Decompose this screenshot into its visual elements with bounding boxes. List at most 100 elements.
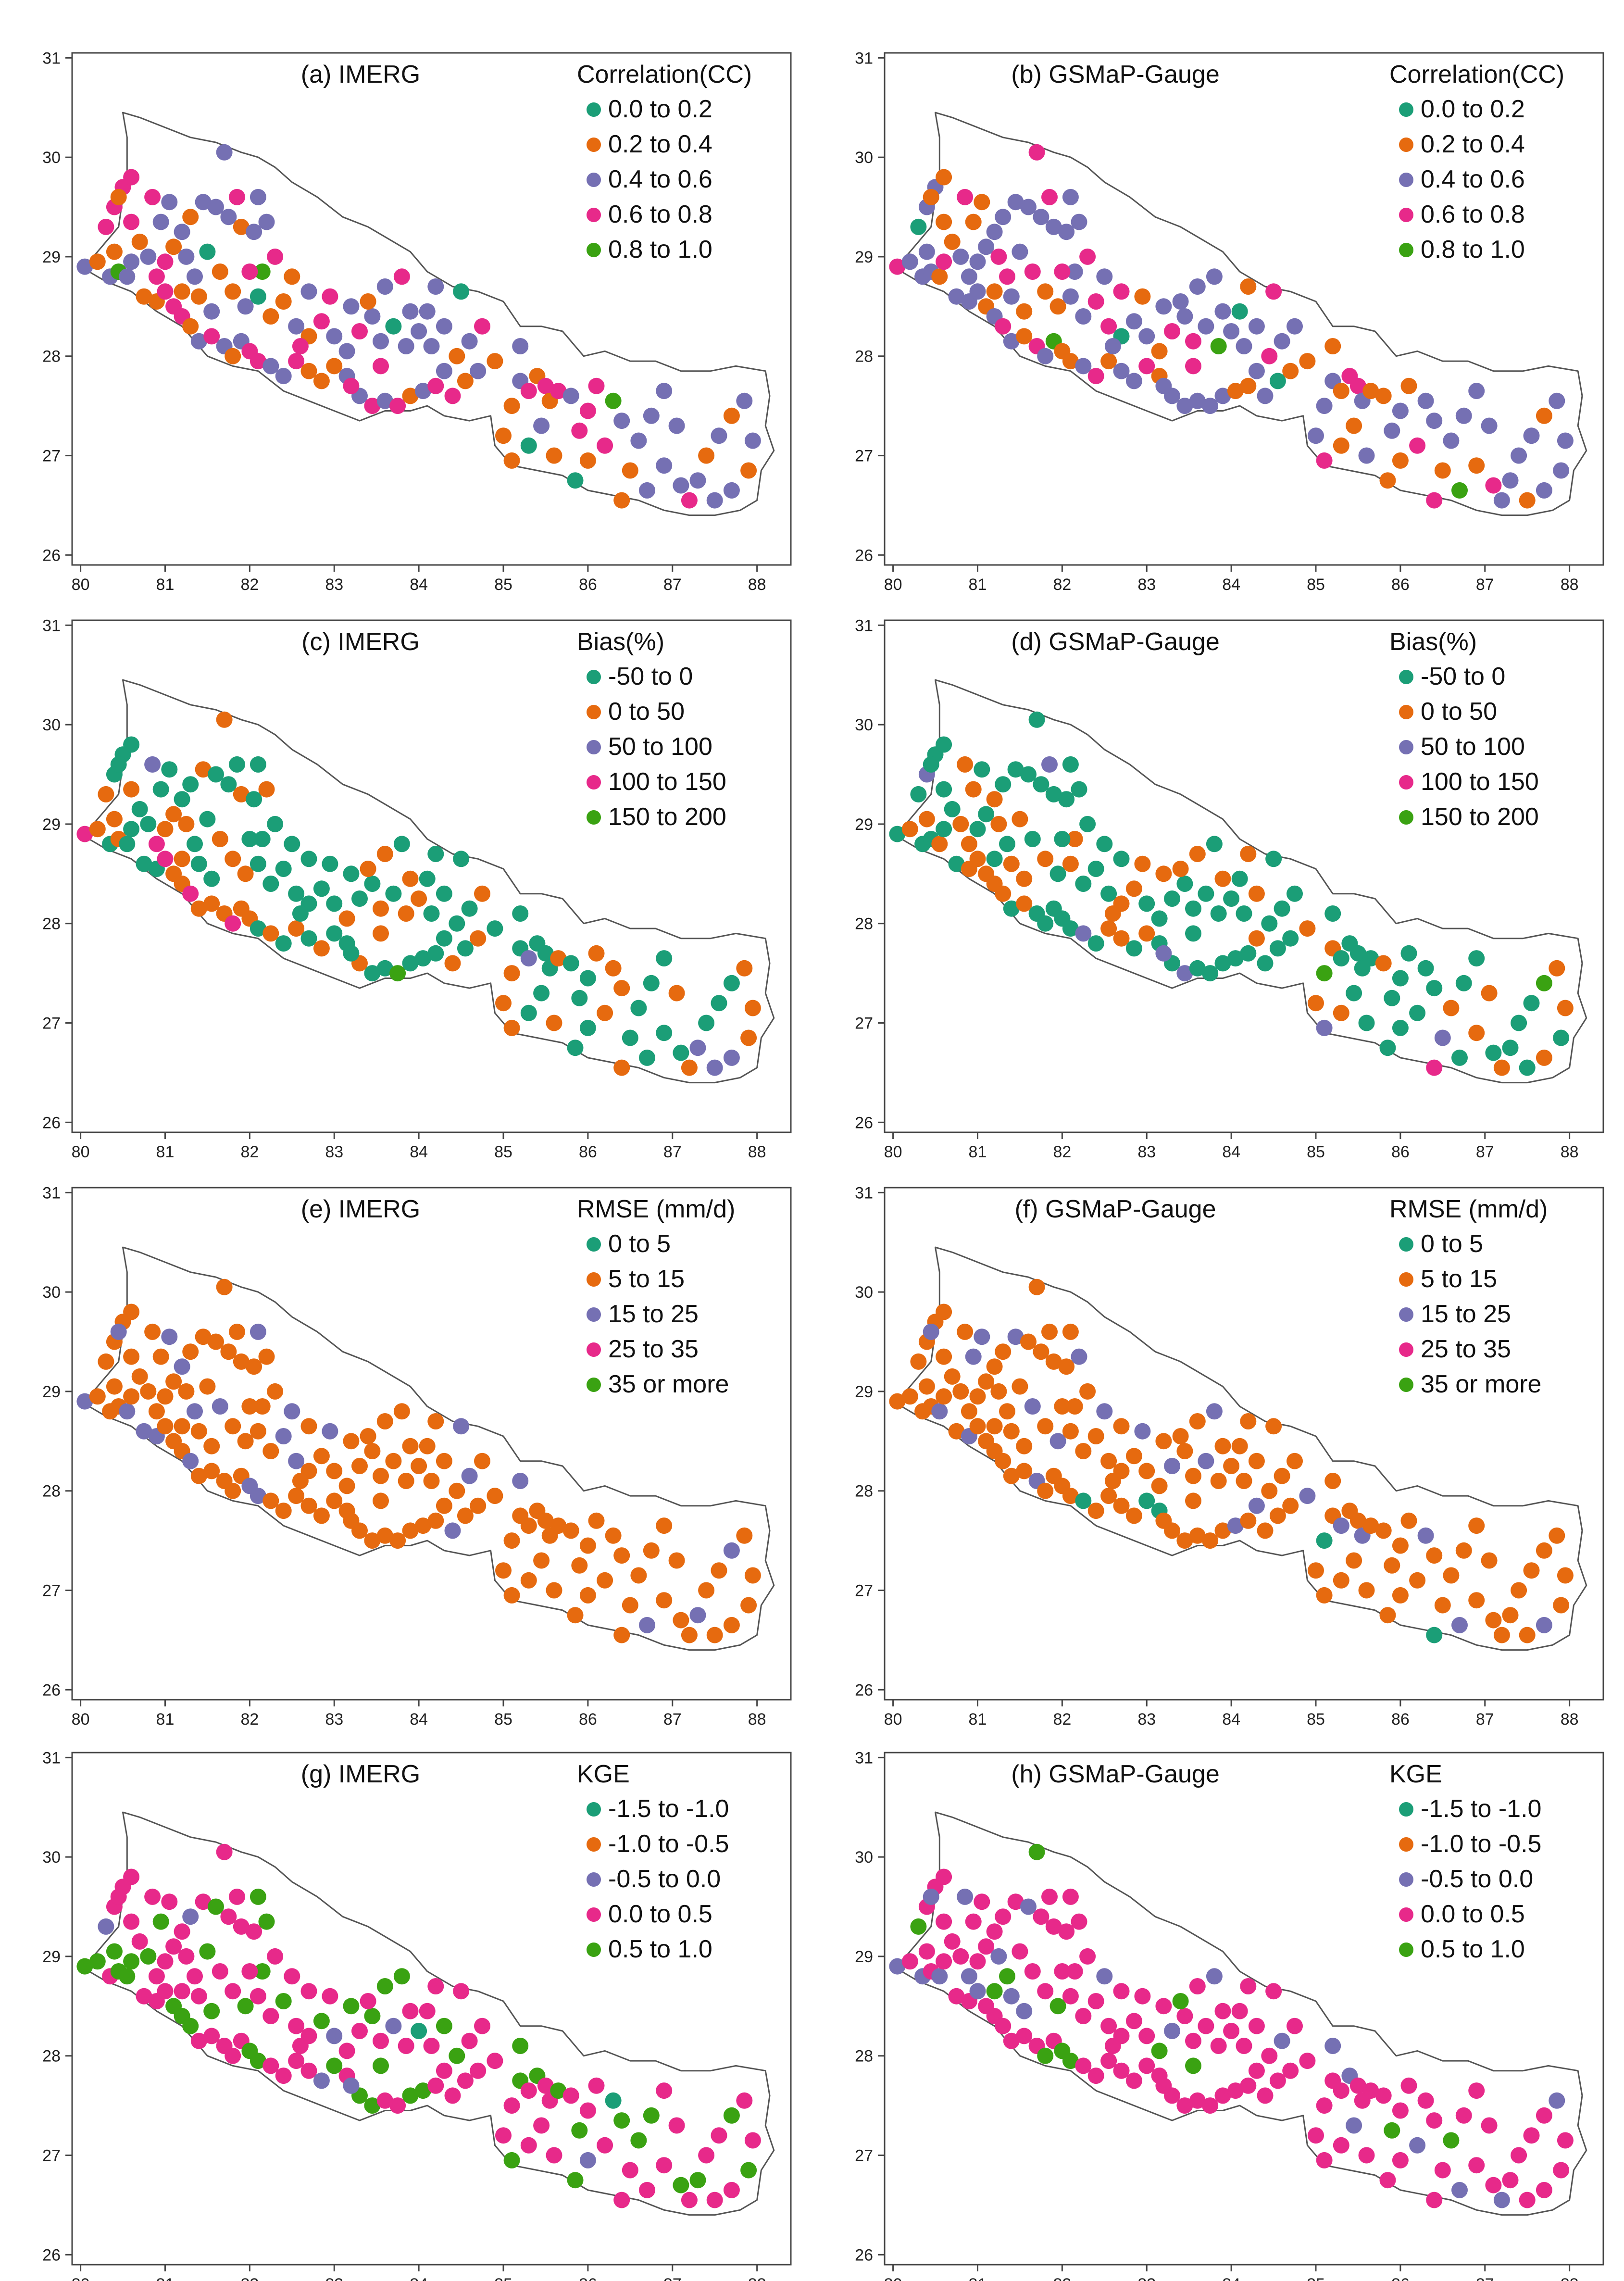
station-marker bbox=[1087, 1993, 1104, 2009]
station-marker bbox=[470, 2062, 487, 2079]
legend-swatch bbox=[587, 138, 601, 152]
station-marker bbox=[550, 1517, 567, 1534]
station-marker bbox=[1100, 1453, 1117, 1469]
station-marker bbox=[414, 950, 431, 967]
station-marker bbox=[389, 398, 406, 414]
station-marker bbox=[1392, 1537, 1409, 1554]
station-marker bbox=[910, 786, 927, 802]
station-marker bbox=[1189, 1527, 1206, 1544]
y-tick-label: 31 bbox=[42, 1184, 61, 1202]
station-marker bbox=[1511, 2147, 1527, 2164]
station-marker bbox=[131, 801, 148, 817]
station-marker bbox=[597, 1572, 613, 1589]
station-marker bbox=[579, 402, 596, 419]
station-marker bbox=[1062, 1488, 1079, 1504]
station-marker bbox=[1113, 2062, 1130, 2079]
station-marker bbox=[131, 1933, 148, 1950]
station-marker bbox=[262, 2057, 279, 2074]
station-marker bbox=[1316, 965, 1333, 982]
station-marker bbox=[533, 2117, 550, 2134]
station-marker bbox=[1062, 1988, 1079, 2005]
station-marker bbox=[1202, 965, 1219, 982]
station-marker bbox=[673, 1612, 689, 1629]
station-marker bbox=[512, 905, 529, 922]
station-marker bbox=[1058, 1358, 1075, 1375]
station-marker bbox=[1265, 1418, 1282, 1435]
station-marker bbox=[444, 388, 461, 404]
station-marker bbox=[643, 1542, 660, 1559]
station-marker bbox=[220, 776, 237, 793]
station-marker bbox=[254, 1963, 271, 1980]
station-marker bbox=[1134, 1423, 1151, 1440]
station-marker bbox=[512, 1473, 529, 1489]
station-marker bbox=[292, 2038, 309, 2054]
station-marker bbox=[1071, 213, 1087, 230]
station-marker bbox=[1185, 925, 1201, 942]
station-marker bbox=[1037, 851, 1054, 867]
legend-label: 15 to 25 bbox=[1421, 1300, 1511, 1328]
legend-swatch bbox=[587, 1272, 601, 1287]
station-marker bbox=[300, 930, 317, 947]
station-marker bbox=[1375, 388, 1392, 404]
station-marker bbox=[351, 2023, 368, 2039]
station-marker bbox=[1210, 1473, 1227, 1489]
station-marker bbox=[1485, 1612, 1502, 1629]
station-marker bbox=[258, 781, 275, 798]
station-marker bbox=[338, 1478, 355, 1494]
station-marker bbox=[1434, 462, 1451, 479]
x-tick-label: 83 bbox=[1137, 2275, 1156, 2281]
station-marker bbox=[1071, 1348, 1087, 1365]
station-marker bbox=[639, 2181, 655, 2198]
station-marker bbox=[656, 2082, 673, 2099]
station-marker bbox=[275, 2068, 292, 2084]
station-marker bbox=[1125, 1448, 1142, 1465]
x-tick-label: 87 bbox=[663, 576, 682, 594]
station-marker bbox=[995, 209, 1012, 226]
station-marker bbox=[567, 2172, 584, 2189]
station-marker bbox=[1231, 1438, 1248, 1454]
station-marker bbox=[470, 1497, 487, 1514]
station-marker bbox=[123, 1953, 140, 1970]
station-marker bbox=[1409, 1004, 1426, 1021]
station-marker bbox=[275, 1503, 292, 1519]
station-marker bbox=[220, 209, 237, 226]
station-marker bbox=[1198, 318, 1214, 335]
station-marker bbox=[1062, 1323, 1079, 1340]
station-marker bbox=[1033, 209, 1049, 226]
station-marker bbox=[1455, 975, 1472, 991]
station-marker bbox=[656, 1025, 673, 1041]
station-marker bbox=[936, 1868, 952, 1885]
station-marker bbox=[1037, 1983, 1054, 2000]
station-marker bbox=[999, 836, 1015, 852]
station-marker bbox=[1481, 2117, 1498, 2134]
station-marker bbox=[246, 1923, 262, 1940]
y-tick-label: 27 bbox=[855, 2147, 873, 2165]
station-marker bbox=[1308, 1562, 1324, 1579]
station-marker bbox=[376, 1978, 393, 1994]
station-marker bbox=[567, 1607, 584, 1624]
station-marker bbox=[199, 243, 216, 260]
legend-label: 0 to 5 bbox=[608, 1230, 671, 1258]
station-marker bbox=[89, 253, 106, 270]
station-marker bbox=[520, 2082, 537, 2099]
station-marker bbox=[965, 1348, 982, 1365]
station-marker bbox=[174, 1983, 190, 2000]
station-marker bbox=[910, 1918, 927, 1935]
legend-swatch bbox=[587, 1802, 601, 1817]
station-marker bbox=[736, 2092, 753, 2109]
station-marker bbox=[254, 1398, 271, 1415]
station-marker bbox=[961, 268, 977, 285]
station-marker bbox=[1020, 766, 1037, 783]
station-marker bbox=[613, 492, 630, 509]
y-tick-label: 28 bbox=[855, 915, 873, 933]
station-marker bbox=[423, 905, 440, 922]
station-marker bbox=[1138, 2057, 1155, 2074]
station-marker bbox=[208, 1898, 224, 1915]
station-marker bbox=[503, 2152, 520, 2168]
station-marker bbox=[936, 213, 952, 230]
legend-label: 0.2 to 0.4 bbox=[1421, 130, 1525, 158]
station-marker bbox=[1020, 1333, 1037, 1350]
station-marker bbox=[1274, 333, 1290, 350]
station-marker bbox=[1054, 831, 1071, 847]
station-marker bbox=[216, 144, 233, 161]
